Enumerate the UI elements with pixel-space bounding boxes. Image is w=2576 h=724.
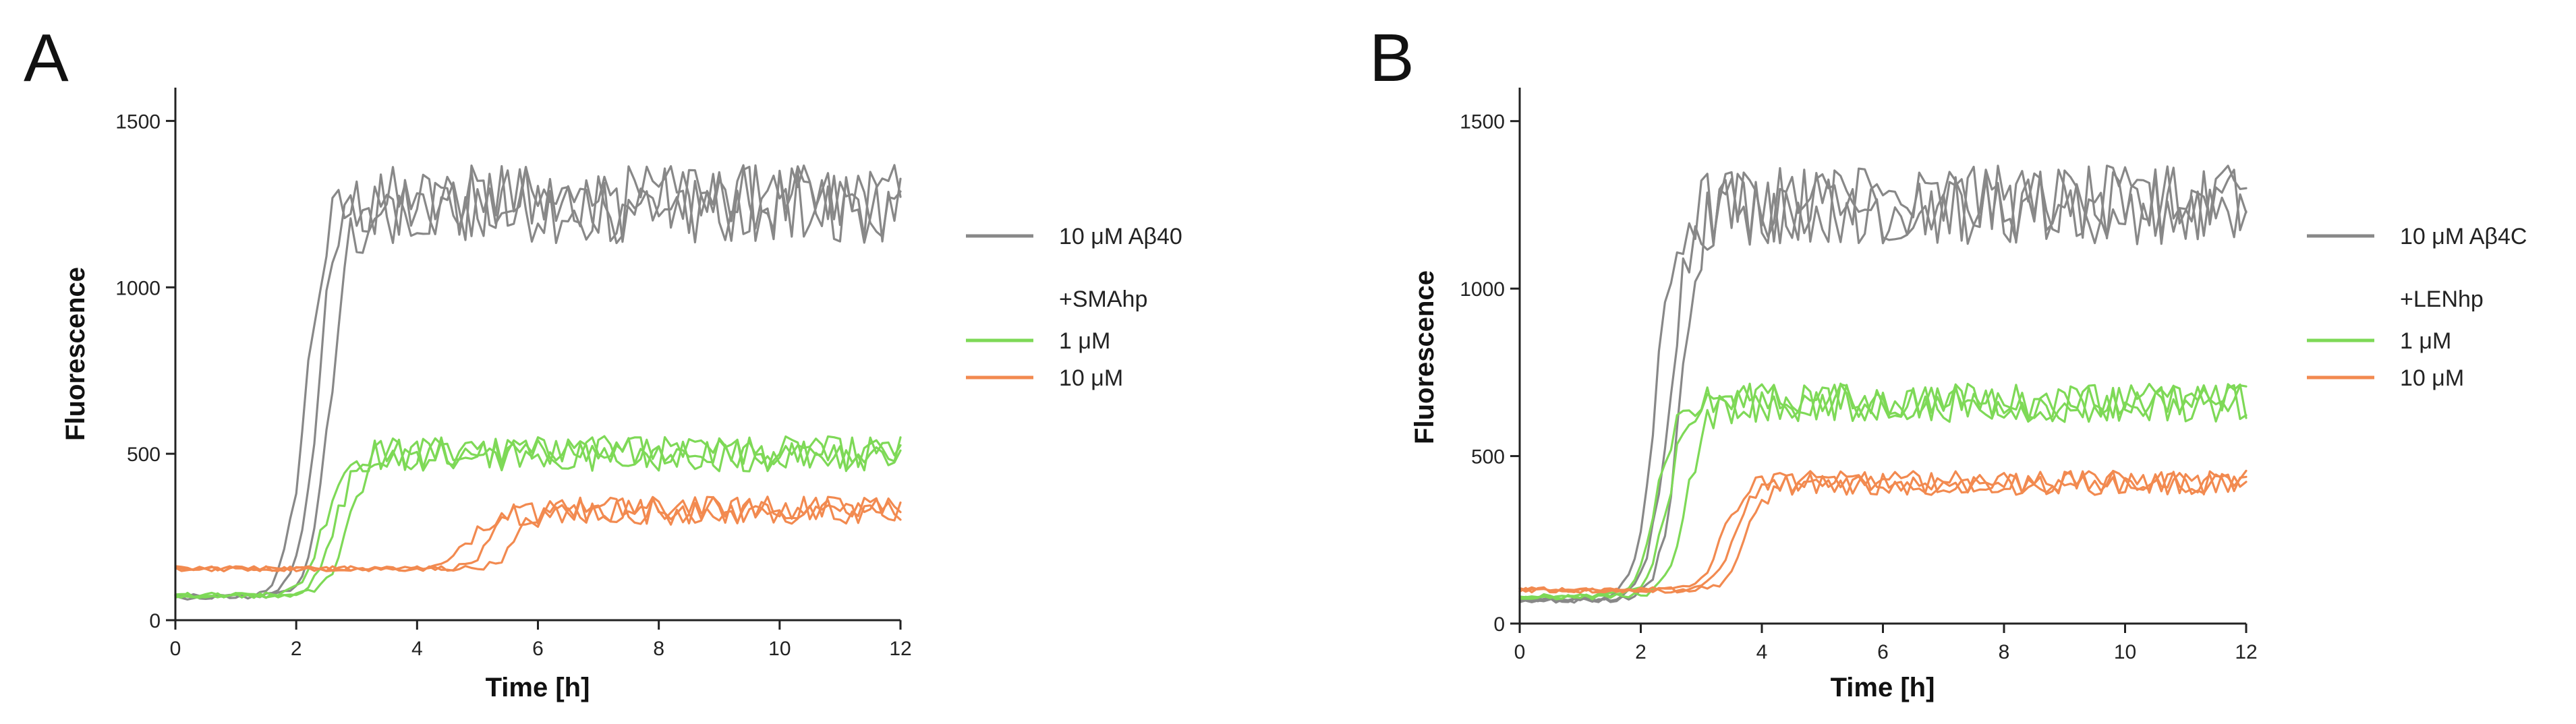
- y-tick-label: 1500: [1460, 111, 1505, 133]
- x-tick-label: 8: [1999, 641, 2010, 663]
- x-tick-label: 12: [889, 638, 911, 660]
- legend-label-abeta40: 10 μM Aβ4C: [2400, 224, 2527, 249]
- series-line: [174, 435, 902, 599]
- series-line: [1518, 382, 2248, 599]
- legend-heading: +LENhp: [2400, 286, 2484, 312]
- x-tick-label: 4: [411, 638, 423, 660]
- panel-b: B 0 500 1000 1500 0 2 4 6 8 10 12 Fluorescence Ti…: [1369, 20, 2527, 702]
- x-axis-title: Time [h]: [1831, 673, 1935, 702]
- y-ticks: 0 500 1000 1500: [115, 111, 175, 632]
- x-tick-label: 12: [2235, 641, 2257, 663]
- y-tick-label: 500: [127, 444, 161, 466]
- legend-label-1um: 1 μM: [1059, 328, 1110, 354]
- legend-label-10um: 10 μM: [2400, 365, 2464, 391]
- x-tick-label: 2: [1635, 641, 1647, 663]
- y-ticks: 0 500 1000 1500: [1460, 111, 1520, 636]
- series-line: [174, 495, 902, 572]
- legend: 10 μM Aβ4C +LENhp 1 μM 10 μM: [2307, 224, 2527, 391]
- series-line: [1518, 470, 2248, 594]
- y-axis-title: Fluorescence: [1410, 270, 1439, 444]
- plot-area: [1518, 164, 2248, 604]
- plot-area: [174, 164, 902, 601]
- series-line: [174, 164, 902, 600]
- legend: 10 μM Aβ40 +SMAhp 1 μM 10 μM: [966, 224, 1182, 391]
- legend-label-abeta40: 10 μM Aβ40: [1059, 224, 1182, 249]
- series-line: [1518, 167, 2248, 604]
- x-tick-label: 4: [1756, 641, 1768, 663]
- x-tick-label: 6: [532, 638, 544, 660]
- series-line: [174, 495, 902, 572]
- y-tick-label: 0: [149, 610, 161, 632]
- series-line: [1518, 382, 2248, 600]
- y-tick-label: 1000: [115, 277, 161, 299]
- x-tick-label: 0: [1514, 641, 1526, 663]
- x-ticks: 0 2 4 6 8 10 12: [1514, 624, 2258, 663]
- y-axis-title: Fluorescence: [61, 267, 90, 441]
- x-tick-label: 10: [768, 638, 791, 660]
- legend-heading: +SMAhp: [1059, 286, 1147, 312]
- y-tick-label: 0: [1493, 613, 1505, 636]
- series-line: [174, 495, 902, 573]
- panel-a: A 0 500 1000 1500 0 2 4 6 8 10 12 Fluorescence Ti…: [24, 20, 1182, 702]
- legend-label-10um: 10 μM: [1059, 365, 1123, 391]
- x-tick-label: 10: [2114, 641, 2136, 663]
- y-tick-label: 500: [1471, 446, 1505, 469]
- series-line: [174, 436, 902, 599]
- legend-label-1um: 1 μM: [2400, 328, 2451, 354]
- series-line: [1518, 383, 2248, 601]
- x-tick-label: 2: [291, 638, 302, 660]
- panel-letter: A: [24, 20, 69, 96]
- x-axis-title: Time [h]: [486, 673, 590, 702]
- x-tick-label: 0: [170, 638, 181, 660]
- y-tick-label: 1000: [1460, 278, 1505, 301]
- series-line: [1518, 469, 2248, 594]
- panel-letter: B: [1369, 20, 1414, 96]
- x-ticks: 0 2 4 6 8 10 12: [170, 620, 912, 660]
- x-tick-label: 6: [1877, 641, 1889, 663]
- series-line: [1518, 164, 2248, 604]
- x-tick-label: 8: [653, 638, 664, 660]
- y-tick-label: 1500: [115, 111, 161, 133]
